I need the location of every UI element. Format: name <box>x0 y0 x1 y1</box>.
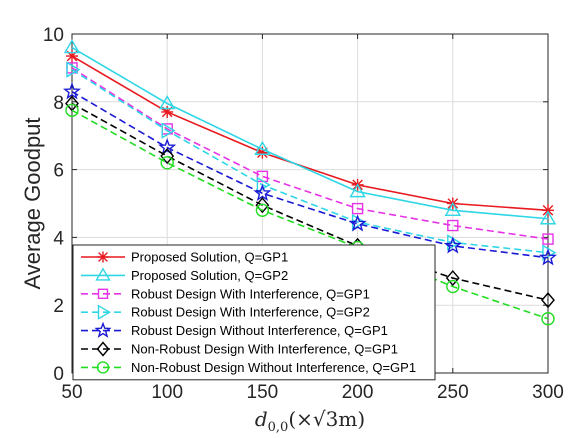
series-line <box>71 68 549 254</box>
y-tick-label: 4 <box>53 228 64 249</box>
legend-entry: Proposed Solution, Q=GP1 <box>81 250 288 265</box>
marker <box>254 140 271 155</box>
marker <box>348 214 367 232</box>
y-axis-title: Average Goodput <box>20 117 45 289</box>
series-line <box>71 90 549 259</box>
legend-entry: Robust Design Without Interference, Q=GP… <box>81 321 388 338</box>
x-axis-subscript: 0,0 <box>268 420 289 435</box>
marker <box>66 61 81 78</box>
marker <box>447 219 459 232</box>
x-axis-title: d0,0(×√3m) <box>255 407 365 435</box>
legend-entry: Non-Robust Design Without Interference, … <box>81 360 416 375</box>
legend-label: Non-Robust Design Without Interference, … <box>131 360 416 375</box>
marker <box>443 236 462 254</box>
marker <box>351 202 364 215</box>
marker <box>541 292 555 309</box>
series-line <box>71 109 549 320</box>
marker <box>158 138 177 156</box>
marker <box>445 270 460 287</box>
marker <box>161 122 176 139</box>
marker <box>63 39 81 54</box>
marker <box>98 252 108 262</box>
marker <box>447 234 462 251</box>
series-line <box>71 55 549 212</box>
x-tick-label: 300 <box>532 382 564 403</box>
marker <box>541 312 555 326</box>
axis-ticks: 50 100 150 200 250 300 0 2 4 6 8 10 <box>43 25 564 403</box>
y-tick-label: 2 <box>53 296 64 317</box>
marker <box>542 204 554 216</box>
x-tick-label: 200 <box>342 382 374 403</box>
legend-label: Non-Robust Design With Interference, Q=G… <box>131 342 398 357</box>
y-tick-label: 10 <box>43 25 64 46</box>
marker <box>62 82 82 100</box>
legend-label: Robust Design Without Interference, Q=GP… <box>131 323 388 338</box>
series-layer <box>62 39 558 326</box>
legend-label: Robust Design With Interference, Q=GP2 <box>131 305 370 320</box>
series-5 <box>62 82 558 266</box>
marker <box>97 288 109 299</box>
legend-entry: Proposed Solution, Q=GP2 <box>81 267 288 283</box>
x-tick-label: 50 <box>61 382 82 403</box>
legend-entry: Robust Design With Interference, Q=GP1 <box>81 286 370 301</box>
marker <box>97 304 111 320</box>
y-tick-label: 8 <box>53 93 64 114</box>
x-tick-label: 150 <box>247 382 279 403</box>
marker <box>255 197 270 214</box>
marker <box>349 183 366 198</box>
y-tick-label: 0 <box>53 364 64 385</box>
marker <box>446 279 460 294</box>
series-line <box>71 102 549 301</box>
y-tick-label: 6 <box>53 161 64 182</box>
x-tick-label: 250 <box>437 382 469 403</box>
series-2 <box>63 39 557 225</box>
legend: Proposed Solution, Q=GP1 Proposed Solutio… <box>72 244 436 381</box>
marker <box>96 361 110 374</box>
x-axis-symbol: d <box>255 407 268 431</box>
series-7 <box>65 103 555 326</box>
marker <box>538 248 558 266</box>
marker <box>160 156 174 170</box>
marker <box>94 321 112 338</box>
marker <box>96 341 110 357</box>
marker <box>444 201 462 216</box>
x-tick-label: 100 <box>151 382 183 403</box>
marker <box>255 203 270 217</box>
legend-label: Proposed Solution, Q=GP1 <box>131 250 288 265</box>
marker <box>539 210 557 225</box>
series-line <box>71 46 549 220</box>
marker <box>257 147 268 158</box>
marker <box>253 183 272 202</box>
legend-box <box>72 244 436 381</box>
marker <box>65 103 79 117</box>
series-line <box>71 67 549 240</box>
marker <box>95 267 111 281</box>
legend-label: Robust Design With Interference, Q=GP1 <box>131 286 370 301</box>
legend-entry: Robust Design With Interference, Q=GP2 <box>81 304 370 320</box>
series-1 <box>66 50 554 217</box>
legend-entry: Non-Robust Design With Interference, Q=G… <box>81 341 398 357</box>
marker <box>158 95 176 110</box>
marker <box>160 147 175 165</box>
legend-label: Proposed Solution, Q=GP2 <box>131 268 288 283</box>
marker <box>542 233 554 245</box>
x-axis-unit: (×√3m) <box>288 407 365 431</box>
marker <box>542 244 557 261</box>
series-3 <box>66 62 554 245</box>
